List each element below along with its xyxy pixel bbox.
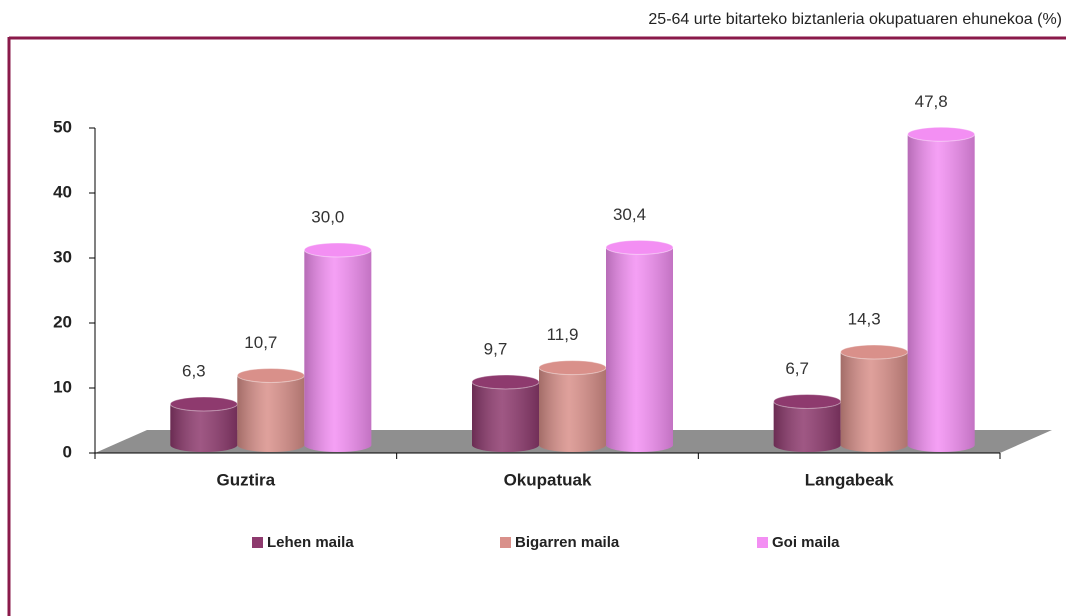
bar-cap: [169, 396, 238, 412]
y-tick-label: 0: [63, 442, 72, 461]
bar: [840, 344, 909, 452]
bar-shade: [840, 352, 908, 452]
bar-shade: [907, 134, 975, 453]
data-label: 11,9: [547, 325, 579, 344]
bar-shade: [472, 381, 539, 452]
legend-swatch: [500, 537, 511, 548]
bar-shade: [773, 401, 841, 452]
bar-cap: [907, 126, 976, 142]
bar: [907, 126, 976, 453]
bar-cap: [303, 242, 372, 258]
bar-shade: [237, 375, 305, 452]
bar: [303, 242, 372, 452]
bar-cap: [605, 239, 674, 255]
data-label: 30,0: [311, 207, 344, 226]
bar-shade: [170, 404, 238, 452]
bar-cap: [840, 344, 909, 360]
data-label: 6,3: [182, 362, 206, 381]
legend-label: Lehen maila: [267, 534, 354, 551]
bar-shade: [304, 250, 372, 452]
y-tick-label: 10: [53, 377, 72, 396]
y-tick-label: 50: [53, 117, 72, 136]
x-tick-label: Okupatuak: [504, 470, 592, 489]
bar-shade: [606, 247, 673, 452]
data-label: 6,7: [785, 359, 809, 378]
data-label: 30,4: [613, 205, 646, 224]
x-tick-label: Guztira: [217, 470, 276, 489]
bar-cap: [236, 367, 305, 383]
data-label: 14,3: [848, 310, 881, 329]
y-tick-label: 30: [53, 247, 72, 266]
bar: [773, 393, 842, 452]
bar-cap: [471, 374, 540, 390]
chart-subtitle: 25-64 urte bitarteko biztanleria okupatu…: [648, 11, 1062, 28]
bar: [605, 239, 674, 452]
y-tick-label: 20: [53, 312, 72, 331]
legend-label: Bigarren maila: [515, 534, 620, 551]
y-tick-label: 40: [53, 182, 72, 201]
data-label: 10,7: [244, 333, 277, 352]
data-label: 9,7: [484, 339, 508, 358]
bar: [236, 367, 305, 452]
legend-swatch: [252, 537, 263, 548]
bar-cap: [538, 360, 607, 376]
legend-swatch: [757, 537, 768, 548]
bar: [169, 396, 238, 452]
bar-cap: [773, 393, 842, 409]
legend-label: Goi maila: [772, 534, 840, 551]
bar-shade: [539, 367, 606, 452]
bar: [471, 374, 540, 452]
bar: [538, 360, 607, 452]
data-label: 47,8: [915, 92, 948, 111]
x-tick-label: Langabeak: [805, 470, 894, 489]
